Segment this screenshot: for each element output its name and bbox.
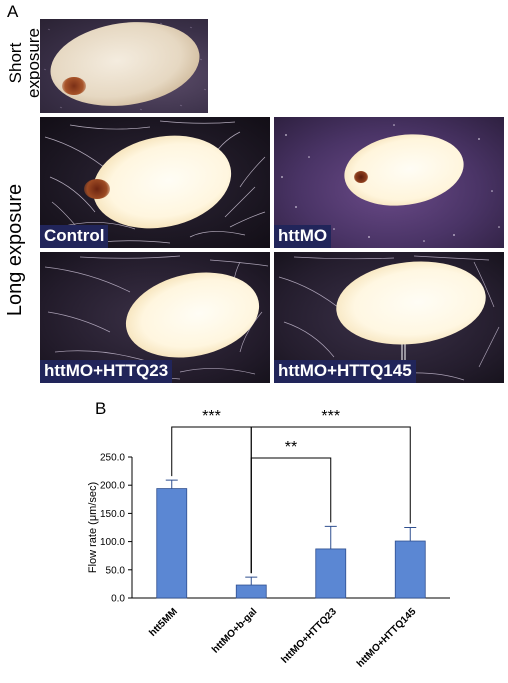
y-tick-label: 150.0 (100, 509, 125, 520)
bar (235, 584, 267, 599)
x-tick-label: htt5MM (147, 606, 180, 639)
httmo-image: httMO (274, 117, 504, 248)
bar (394, 540, 426, 599)
panel-a-letter: A (7, 2, 19, 21)
particle-speckle (43, 22, 207, 111)
control-label: Control (40, 225, 109, 248)
particle-speckle (281, 124, 500, 242)
significance-label: *** (321, 408, 340, 425)
httq145-image: httMO+HTTQ145 (274, 252, 504, 383)
long-exposure-label: Long exposure (4, 183, 26, 317)
significance-label: ** (285, 439, 297, 456)
control-image: Control (40, 117, 270, 248)
x-tick-label: httMO+b-gal (210, 606, 259, 655)
httq23-label: httMO+HTTQ23 (40, 360, 173, 383)
bar (156, 488, 188, 599)
y-tick-label: 100.0 (100, 537, 125, 548)
y-tick-label: 0.0 (111, 594, 125, 605)
httq145-label: httMO+HTTQ145 (274, 360, 416, 383)
y-axis-label: Flow rate (μm/sec) (87, 482, 99, 573)
significance-bracket (250, 426, 411, 574)
short-exposure-label: Short exposure (6, 28, 43, 98)
panel-b-letter: B (95, 399, 107, 418)
x-tick-label: httMO+HTTQ23 (279, 606, 339, 666)
significance-label: *** (202, 408, 221, 425)
x-tick-label: httMO+HTTQ145 (355, 606, 419, 670)
httq23-image: httMO+HTTQ23 (40, 252, 270, 383)
y-tick-label: 250.0 (100, 453, 125, 464)
y-tick-label: 200.0 (100, 481, 125, 492)
bar (315, 548, 347, 599)
short-exposure-image (40, 19, 208, 113)
httmo-label: httMO (274, 225, 332, 248)
y-tick-label: 50.0 (106, 565, 126, 576)
flow-rate-bar-chart: 0.0 50.0 100.0 150.0 200.0 250.0 Flow rate (μm… (87, 408, 450, 670)
